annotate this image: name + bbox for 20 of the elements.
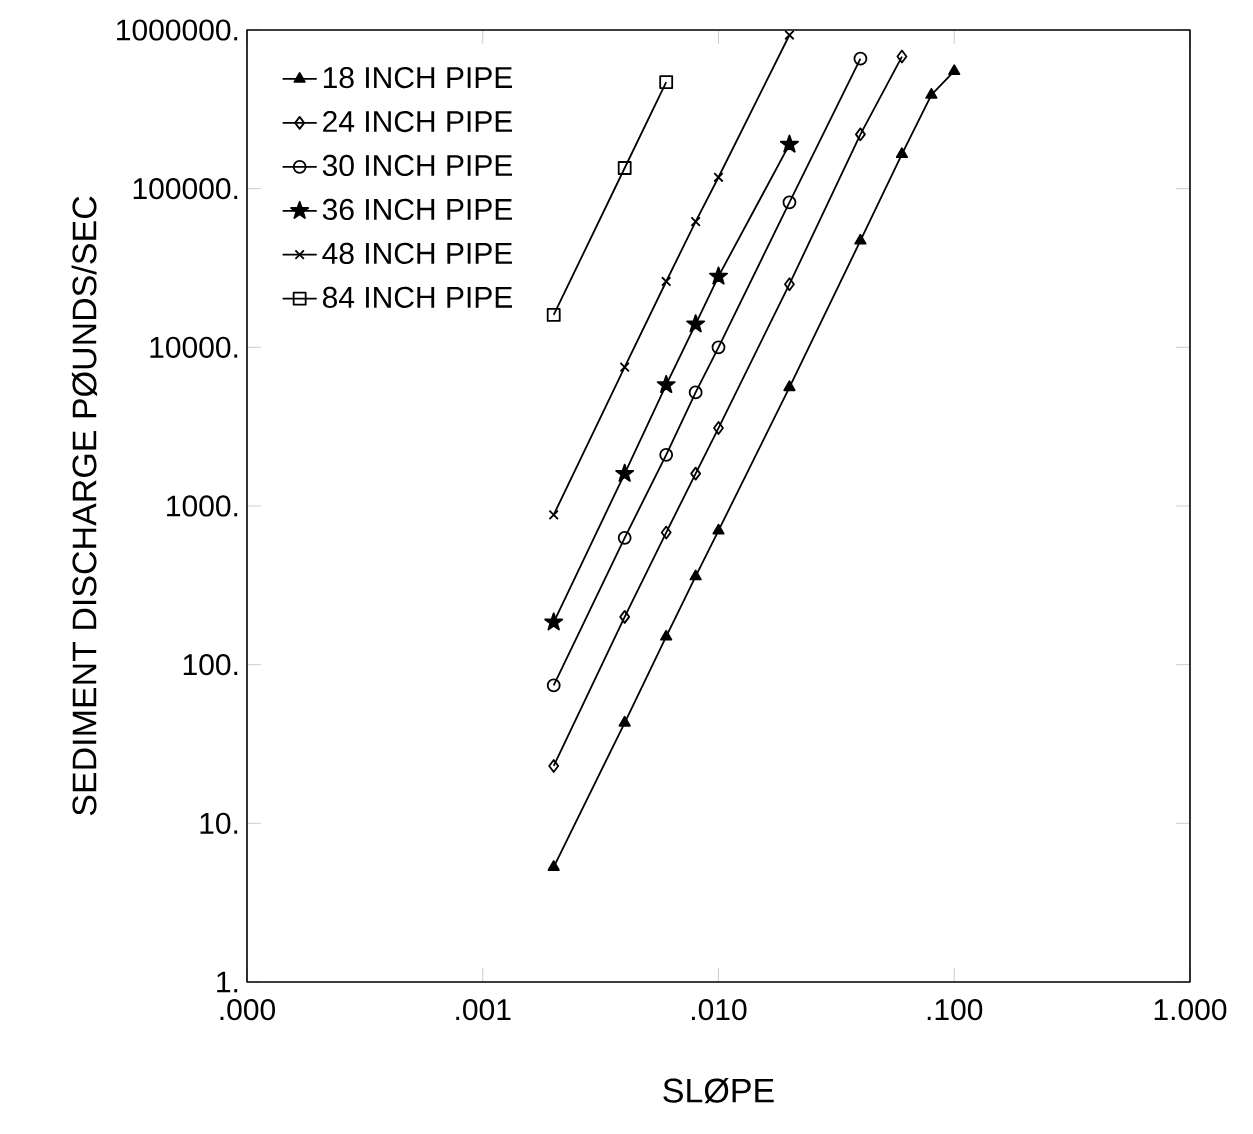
y-tick-label: 100. — [183, 654, 238, 676]
y-tick-label: 1000. — [167, 495, 238, 517]
y-tick-label: 100000. — [133, 178, 238, 200]
y-tick-label: 1000000. — [117, 19, 238, 41]
x-tick-label: .010 — [692, 999, 747, 1021]
y-tick-label: 10000. — [150, 336, 238, 358]
y-tick-label: 1. — [217, 971, 238, 993]
x-tick-label: .000 — [220, 999, 275, 1021]
legend-label: 24 INCH PIPE — [323, 110, 513, 133]
x-tick-label: 1.000 — [1154, 999, 1227, 1021]
legend-label: 84 INCH PIPE — [322, 286, 513, 308]
legend-label: 30 INCH PIPE — [322, 154, 513, 177]
x-axis-title: SLØPE — [663, 1078, 774, 1104]
y-tick-label: 10. — [200, 812, 238, 834]
x-tick-label: .100 — [927, 999, 983, 1021]
x-tick-label: .001 — [456, 999, 511, 1021]
legend-label: 48 INCH PIPE — [322, 242, 513, 264]
y-axis-title: SEDIMENT DISCHARGE PØUNDS/SEC — [71, 196, 98, 816]
legend-label: 18 INCH PIPE — [323, 66, 513, 89]
legend-label: 36 INCH PIPE — [322, 198, 513, 221]
